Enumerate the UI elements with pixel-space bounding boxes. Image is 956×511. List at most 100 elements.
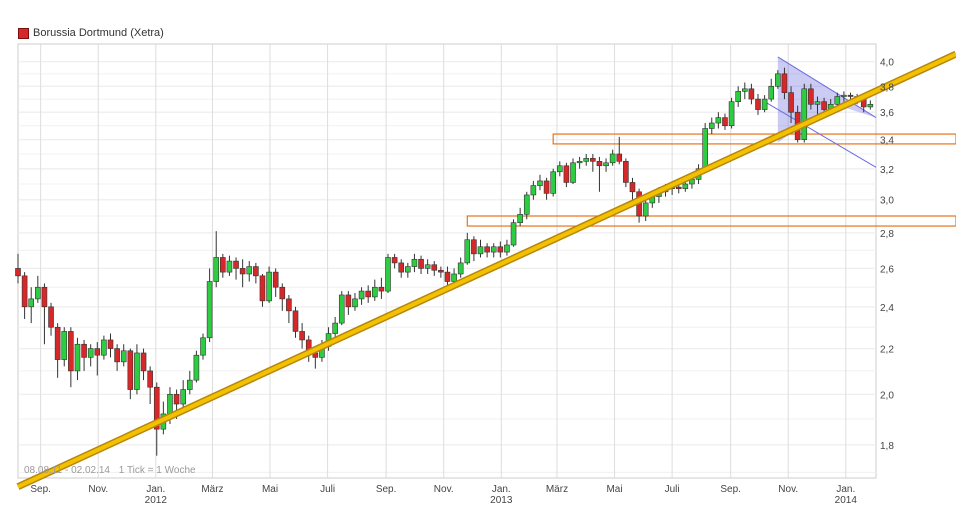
x-tick-label: Nov. xyxy=(434,484,454,495)
candle-body xyxy=(629,182,636,193)
trend-line xyxy=(17,52,956,489)
candle-body xyxy=(550,171,556,194)
candle-body xyxy=(510,222,517,246)
candle-body xyxy=(220,257,226,273)
candle-body xyxy=(405,266,411,273)
candle-body xyxy=(609,153,616,164)
candle-body xyxy=(722,117,728,127)
x-tick-label: Mai xyxy=(606,484,622,495)
x-tick-label: März xyxy=(546,484,568,495)
candle-body xyxy=(74,343,81,372)
candle-body xyxy=(471,239,477,255)
candle-body xyxy=(867,103,874,108)
y-tick-label: 4,0 xyxy=(880,58,894,69)
x-tick-label: Jan. xyxy=(836,484,855,495)
x-tick-label: Nov. xyxy=(778,484,798,495)
candle-body xyxy=(299,331,305,341)
candle-body xyxy=(576,161,583,164)
candle-body xyxy=(847,94,854,97)
candle-body xyxy=(292,310,299,332)
candle-body xyxy=(814,101,821,105)
y-tick-label: 2,2 xyxy=(880,345,894,356)
candle-body xyxy=(94,348,101,356)
candle-body xyxy=(193,354,200,381)
candle-body xyxy=(596,161,603,167)
candle-body xyxy=(233,260,239,269)
legend-label: Borussia Dortmund (Xetra) xyxy=(33,27,164,39)
triangle-upper-line xyxy=(777,56,877,119)
candle-body xyxy=(504,244,510,253)
y-tick-label: 3,6 xyxy=(880,108,894,119)
x-tick-label: Sep. xyxy=(376,484,397,495)
date-range-label: 08.08.11 - 02.02.14 xyxy=(24,465,110,476)
candle-body xyxy=(484,246,490,253)
candle-body xyxy=(371,286,378,298)
x-tick-label: Jan. xyxy=(146,484,165,495)
y-tick-label: 2,4 xyxy=(880,303,894,314)
legend-swatch xyxy=(18,27,29,39)
candle-body xyxy=(358,290,365,300)
candle-body xyxy=(35,286,41,300)
candle-body xyxy=(821,101,827,110)
y-tick-label: 3,2 xyxy=(880,165,894,176)
candle-body xyxy=(801,88,808,140)
candle-body xyxy=(332,322,338,334)
candle-body xyxy=(761,98,768,110)
candle-body xyxy=(352,298,358,308)
candle-body xyxy=(708,122,715,129)
candle-body xyxy=(728,101,735,127)
candle-body xyxy=(365,290,371,298)
y-tick-label: 1,8 xyxy=(880,441,894,452)
candle-body xyxy=(173,394,180,405)
x-tick-label: Juli xyxy=(665,484,680,495)
candle-body xyxy=(543,180,550,194)
x-tick-label: Mai xyxy=(262,484,278,495)
x-tick-label: Jan. xyxy=(492,484,511,495)
candle-body xyxy=(530,185,537,196)
y-tick-label: 2,0 xyxy=(880,390,894,401)
candle-body xyxy=(259,275,266,302)
candle-body xyxy=(755,98,761,110)
plot-area xyxy=(17,43,877,479)
y-tick-label: 2,8 xyxy=(880,229,894,240)
candle-body xyxy=(715,117,722,124)
candle-body xyxy=(140,352,147,372)
candle-body xyxy=(418,258,424,269)
candle-body xyxy=(48,306,54,328)
candle-body xyxy=(186,379,193,390)
candle-body xyxy=(464,239,471,264)
candle-body xyxy=(675,186,682,189)
candle-body xyxy=(768,85,775,100)
candle-body xyxy=(451,273,457,282)
y-tick-label: 3,4 xyxy=(880,136,894,147)
candle-body xyxy=(15,268,21,277)
candle-body xyxy=(61,331,68,360)
candle-body xyxy=(537,180,543,186)
candle-body xyxy=(114,348,120,363)
candle-body xyxy=(213,257,220,282)
chart-legend: Borussia Dortmund (Xetra) xyxy=(18,27,164,39)
x-tick-label: März xyxy=(201,484,223,495)
candle-body xyxy=(120,350,127,363)
chart-grid xyxy=(17,43,877,479)
y-tick-label: 3,8 xyxy=(880,82,894,93)
x-tick-label: Juli xyxy=(320,484,335,495)
candle-body xyxy=(153,386,160,430)
candle-body xyxy=(378,286,385,292)
trend-line xyxy=(16,50,956,490)
candle-body xyxy=(206,281,213,339)
x-tick-label: Sep. xyxy=(30,484,51,495)
x-tick-year-label: 2014 xyxy=(835,495,858,506)
chart-footer: 08.08.11 - 02.02.14 1 Tick = 1 Woche xyxy=(24,465,196,476)
chart-axes: 1,8 2,0 2,2 2,4 2,6 2,8 3,0 3,2 3,4 3,6 3,8 4,0 Sep.… xyxy=(30,58,894,506)
candle-body xyxy=(101,339,107,356)
candle-body xyxy=(279,286,286,300)
resistance-zone xyxy=(466,215,956,227)
candle-body xyxy=(735,91,741,102)
candle-body xyxy=(808,88,814,105)
candle-body xyxy=(81,343,87,358)
triangle-lower-line xyxy=(764,101,877,168)
candle-body xyxy=(841,94,847,97)
candle-body xyxy=(398,262,405,273)
